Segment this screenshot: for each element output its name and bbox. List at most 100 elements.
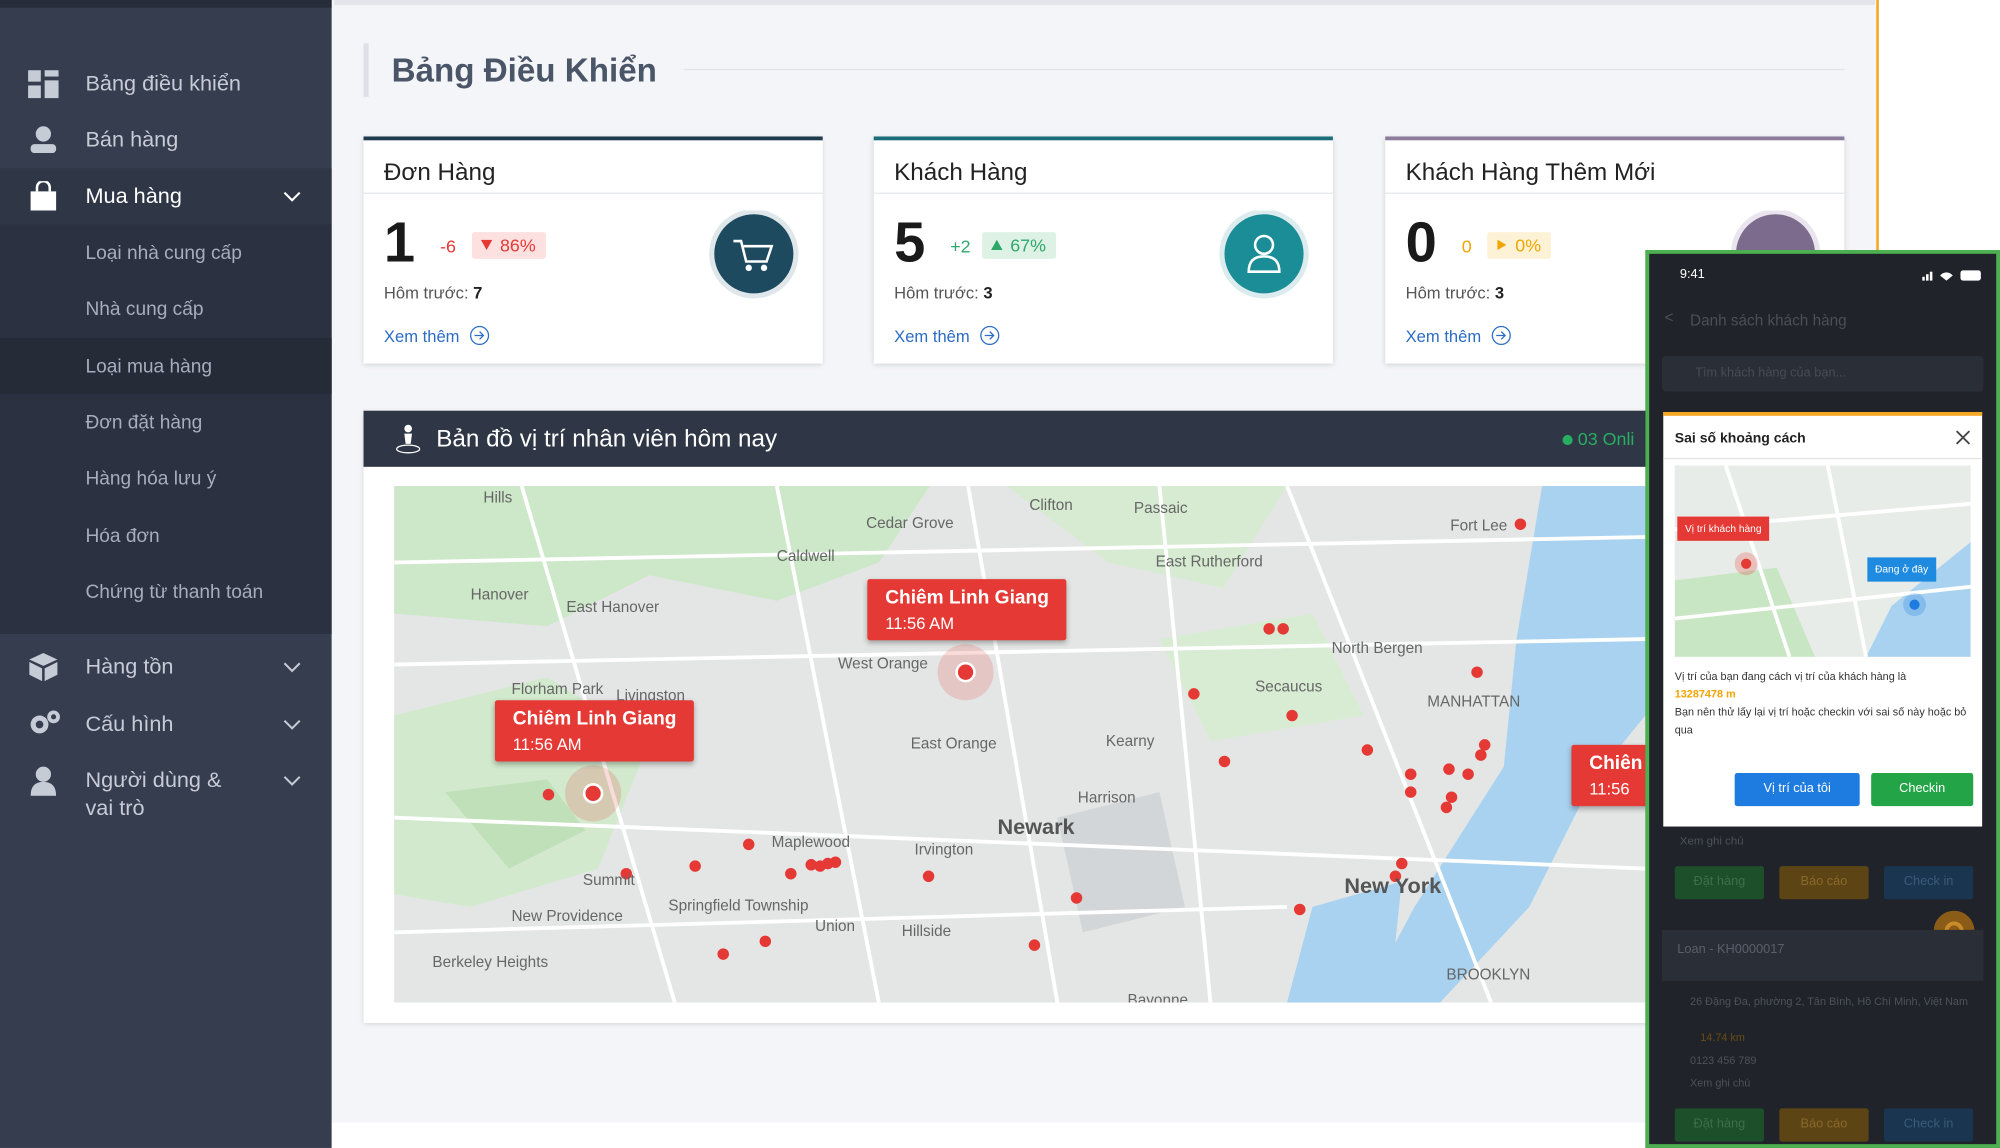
marker bbox=[955, 661, 976, 683]
button-checkin[interactable]: Checkin bbox=[1871, 772, 1974, 807]
divider bbox=[1385, 192, 1845, 194]
place-label: BROOKLYN bbox=[1446, 965, 1531, 984]
card-change: +2 bbox=[950, 235, 971, 257]
top-strip bbox=[334, 0, 1875, 6]
nav-label: Bán hàng bbox=[85, 127, 179, 152]
link-text: Xem thêm bbox=[383, 326, 460, 346]
nav-inventory[interactable]: Hàng tồn bbox=[0, 639, 332, 695]
location-dot bbox=[1478, 739, 1491, 751]
map: Hills Cedar Grove Clifton Passaic Caldwell Ha… bbox=[394, 485, 1646, 1003]
action-button[interactable]: Đặt hàng bbox=[1674, 866, 1765, 900]
icon bbox=[28, 70, 59, 99]
advice-text: Bạn nên thử lấy lại vị trí hoặc checkin … bbox=[1674, 705, 1967, 736]
customer-note[interactable]: Xem ghi chú bbox=[1690, 1076, 1751, 1090]
previous-value: 7 bbox=[473, 283, 483, 303]
stat-card: Đơn Hàng 1 -6 86% Hôm trước: 7 Xem thêm bbox=[363, 136, 823, 364]
popup-name: Chiêm Linh Giang bbox=[885, 586, 1049, 609]
action-button[interactable]: Báo cáo bbox=[1779, 866, 1869, 900]
nav-sales[interactable]: Bán hàng bbox=[0, 112, 332, 168]
card-previous: Hôm trước: 7 bbox=[384, 283, 482, 302]
card-link[interactable]: Xem thêm bbox=[383, 325, 490, 346]
link-icon bbox=[1491, 325, 1511, 346]
note-link[interactable]: Xem ghi chú bbox=[1679, 834, 1744, 847]
icon bbox=[29, 653, 58, 682]
place-label: Harrison bbox=[1077, 788, 1136, 807]
card-link[interactable]: Xem thêm bbox=[1406, 325, 1512, 346]
customer-address: 26 Đặng Đa, phường 2, Tân Bình, Hồ Chí M… bbox=[1690, 994, 1968, 1008]
submenu-item[interactable]: Loại mua hàng bbox=[85, 355, 213, 378]
location-dot bbox=[922, 870, 935, 883]
card-title: Khách Hàng Thêm Mới bbox=[1405, 159, 1656, 187]
submenu-item[interactable]: Đơn đặt hàng bbox=[85, 411, 203, 434]
road bbox=[774, 485, 881, 1003]
nav-config[interactable]: Cấu hình bbox=[0, 696, 332, 752]
icon bbox=[30, 181, 57, 211]
chevron bbox=[283, 719, 301, 730]
place-label: New Providence bbox=[511, 906, 623, 925]
divider bbox=[873, 192, 1333, 194]
action-button[interactable]: Đặt hàng bbox=[1674, 1108, 1765, 1142]
arrow-right bbox=[1497, 239, 1507, 250]
popup-time: 11:56 AM bbox=[512, 734, 582, 754]
button-label: Check in bbox=[1903, 874, 1954, 890]
nav-purchase[interactable]: Mua hàng bbox=[0, 168, 332, 225]
close[interactable] bbox=[1954, 429, 1972, 447]
action-button[interactable]: Check in bbox=[1883, 866, 1974, 900]
back-arrow[interactable]: < bbox=[1664, 308, 1674, 327]
submenu-item[interactable]: Loại nhà cung cấp bbox=[85, 242, 242, 265]
button-label: Báo cáo bbox=[1800, 1117, 1848, 1132]
place-label: Irvington bbox=[914, 840, 974, 859]
submenu-item[interactable]: Nhà cung cấp bbox=[85, 298, 204, 321]
search-box[interactable]: Tìm khách hàng của bạn... bbox=[1661, 355, 1984, 392]
location-dot bbox=[759, 935, 772, 948]
place-label: West Orange bbox=[838, 654, 928, 673]
arrow-down bbox=[480, 239, 493, 250]
action-button[interactable]: Check in bbox=[1883, 1108, 1974, 1142]
nav-label: Hàng tồn bbox=[85, 654, 174, 679]
previous-value: 3 bbox=[983, 283, 993, 303]
nav-users[interactable]: Người dùng & vai trò bbox=[0, 753, 332, 830]
location-dot bbox=[1263, 623, 1275, 635]
place-label: Berkeley Heights bbox=[432, 952, 549, 971]
place-label: Passaic bbox=[1133, 498, 1188, 517]
card-percent: 0% bbox=[1515, 234, 1542, 256]
place-label: Summit bbox=[582, 871, 635, 890]
popup-time: 11:56 AM bbox=[885, 613, 955, 633]
icon bbox=[30, 126, 57, 154]
card-link[interactable]: Xem thêm bbox=[894, 325, 1000, 346]
divider bbox=[1663, 457, 1983, 460]
card-previous: Hôm trước: 3 bbox=[894, 283, 992, 302]
card-previous: Hôm trước: 3 bbox=[1406, 283, 1504, 302]
dialog: Sai số khoảng cách Vị trí khách hàng Đan… bbox=[1663, 411, 1983, 827]
submenu-item[interactable]: Hóa đơn bbox=[85, 525, 160, 548]
action-button[interactable]: Báo cáo bbox=[1779, 1108, 1869, 1142]
location-dot bbox=[689, 860, 701, 872]
customer-name: Loan - KH0000017 bbox=[1677, 942, 1785, 957]
chevron bbox=[283, 776, 301, 786]
road bbox=[394, 637, 1646, 667]
search-placeholder: Tìm khách hàng của bạn... bbox=[1695, 366, 1847, 381]
location-dot bbox=[1475, 749, 1487, 761]
button-location[interactable]: Vị trí của tôi bbox=[1734, 772, 1860, 807]
status-dot bbox=[1562, 434, 1573, 446]
pin-customer: Vị trí khách hàng bbox=[1677, 516, 1770, 541]
card-value: 1 bbox=[383, 211, 416, 275]
place-label: Fort Lee bbox=[1450, 516, 1508, 535]
nav-label: Mua hàng bbox=[85, 183, 182, 208]
place-label: Bayonne bbox=[1127, 991, 1188, 1003]
submenu-item[interactable]: Chứng từ thanh toán bbox=[85, 581, 264, 604]
dialog-title: Sai số khoảng cách bbox=[1674, 431, 1806, 447]
airport bbox=[1057, 792, 1185, 933]
location-dot bbox=[1404, 768, 1417, 780]
card-change: 0 bbox=[1461, 235, 1472, 257]
pin-here: Đang ở đây bbox=[1867, 557, 1936, 582]
road bbox=[966, 485, 1060, 1003]
previous-label: Hôm trước: bbox=[383, 283, 469, 303]
nav-dashboard[interactable]: Bảng điều khiển bbox=[0, 56, 332, 112]
status-icons bbox=[1922, 270, 1981, 281]
submenu-item[interactable]: Hàng hóa lưu ý bbox=[85, 468, 217, 490]
location-dot bbox=[1389, 870, 1402, 883]
button-label: Đặt hàng bbox=[1693, 1117, 1746, 1132]
map-panel: Bản đồ vị trí nhân viên hôm nay 03 Onli … bbox=[363, 410, 1659, 1023]
